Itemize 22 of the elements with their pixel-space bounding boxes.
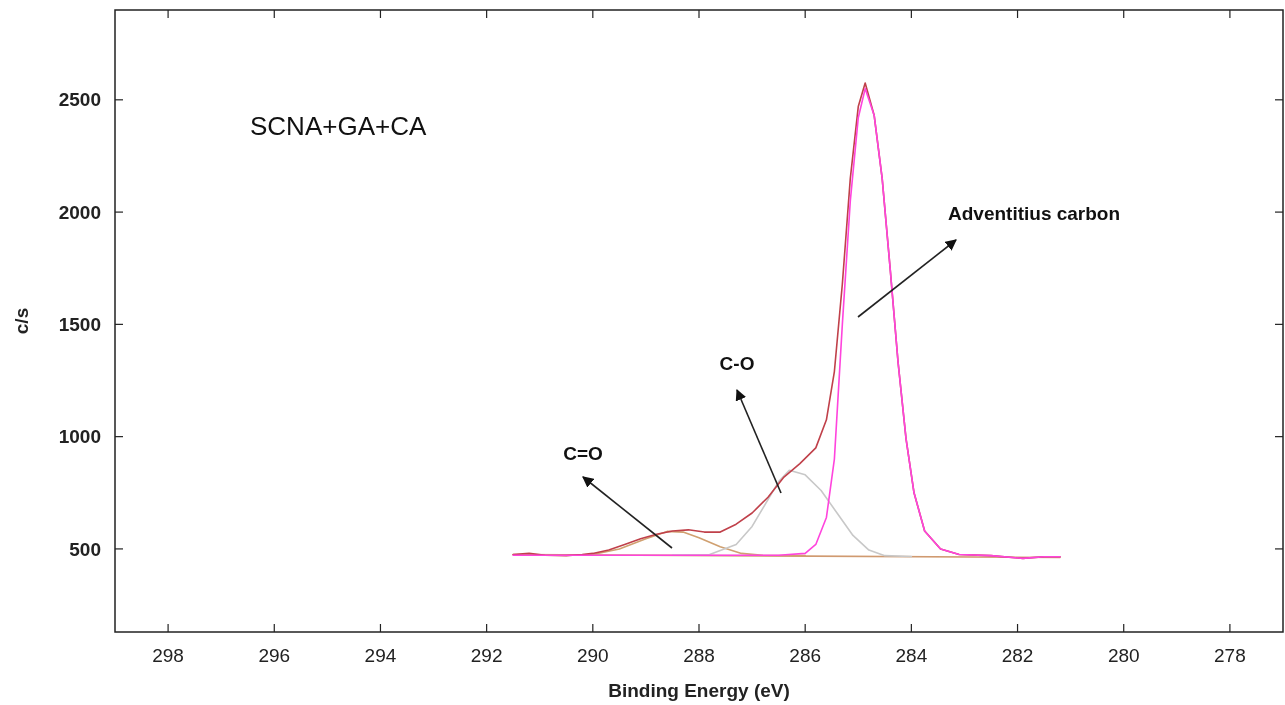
y-tick-label: 1500	[58, 314, 101, 336]
x-tick-label: 284	[895, 645, 928, 666]
x-tick-label: 296	[258, 645, 291, 666]
x-tick-label: 288	[683, 645, 715, 666]
x-tick-label: 280	[1107, 645, 1140, 666]
x-tick-label: 294	[364, 645, 397, 666]
x-tick-label: 292	[470, 645, 503, 666]
annotation: C=O	[563, 443, 603, 464]
x-tick-label: 282	[1001, 645, 1034, 666]
x-tick-label: 290	[576, 645, 609, 666]
x-tick-label: 298	[152, 645, 184, 666]
y-tick-label: 1000	[58, 426, 101, 448]
annotation: C-O	[719, 353, 755, 374]
x-tick-label: 286	[789, 645, 822, 666]
x-axis-title: Binding Energy (eV)	[608, 680, 790, 701]
annotation: SCNA+GA+CA	[250, 111, 427, 141]
y-tick-label: 2500	[58, 89, 101, 111]
y-tick-label: 2000	[58, 201, 101, 223]
y-axis-title: c/s	[11, 307, 32, 335]
annotation: Adventitius carbon	[948, 203, 1121, 224]
y-tick-label: 500	[69, 538, 101, 560]
x-tick-label: 278	[1214, 645, 1246, 666]
